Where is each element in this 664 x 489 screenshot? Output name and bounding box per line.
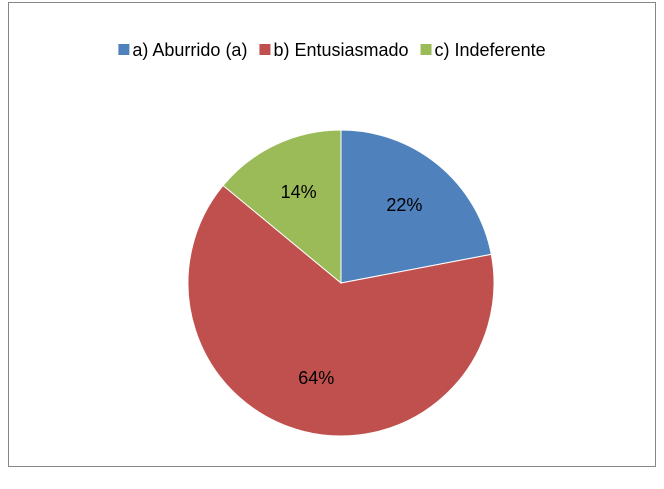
legend-swatch xyxy=(420,44,432,55)
legend-swatch xyxy=(259,44,271,55)
legend-label: c) Indeferente xyxy=(435,40,546,60)
legend-swatch xyxy=(118,44,130,55)
legend-label: b) Entusiasmado xyxy=(273,40,408,60)
data-label: 22% xyxy=(386,195,422,215)
data-label: 64% xyxy=(298,368,334,388)
data-label: 14% xyxy=(281,182,317,202)
pie-slice xyxy=(222,129,342,285)
legend-label: a) Aburrido (a) xyxy=(132,40,247,60)
pie-slice xyxy=(340,129,492,284)
pie-slice xyxy=(187,184,495,437)
